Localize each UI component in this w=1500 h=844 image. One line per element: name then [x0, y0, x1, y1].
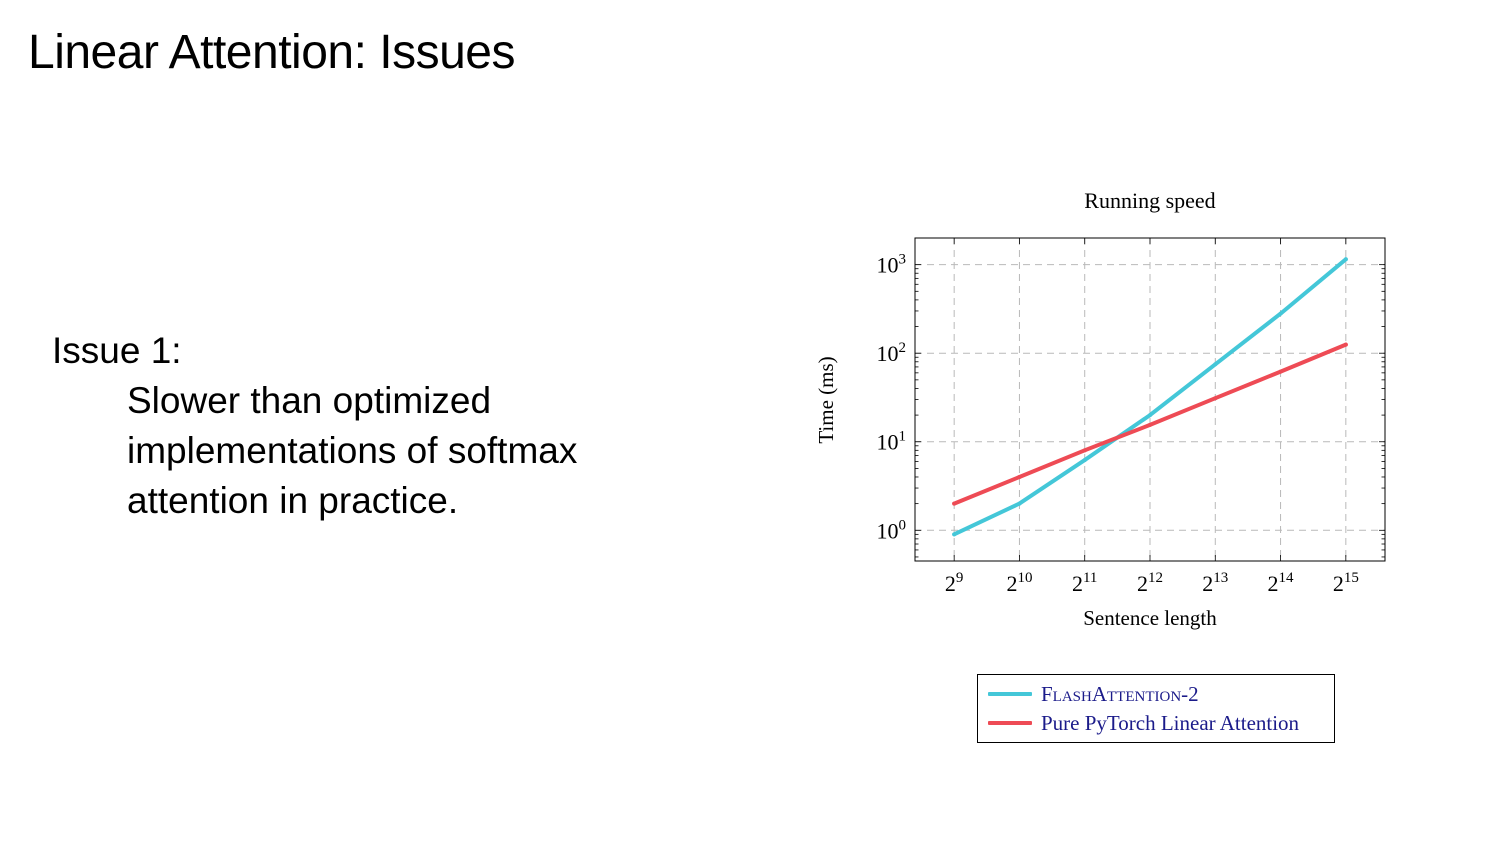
- legend-item-linear: Pure PyTorch Linear Attention: [988, 710, 1299, 736]
- chart-legend: FlashAttention-2 Pure PyTorch Linear Att…: [977, 674, 1335, 743]
- data-point: [952, 532, 957, 537]
- y-axis-label: Time (ms): [814, 356, 838, 443]
- data-point: [1017, 474, 1022, 479]
- plot-frame: [914, 237, 1386, 562]
- x-tick-label: 212: [1137, 570, 1163, 596]
- data-point: [1082, 458, 1087, 463]
- issue-heading: Issue 1:: [52, 330, 182, 371]
- data-point: [1082, 448, 1087, 453]
- issue-line: implementations of softmax: [127, 430, 578, 471]
- data-point: [1343, 342, 1348, 347]
- data-point: [1213, 362, 1218, 367]
- x-tick-label: 211: [1072, 570, 1097, 596]
- data-point: [952, 501, 957, 506]
- issue-line: Slower than optimized: [127, 380, 492, 421]
- legend-label: FlashAttention-2: [1041, 681, 1199, 706]
- data-point: [1343, 257, 1348, 262]
- x-tick-label: 215: [1333, 570, 1359, 596]
- x-tick-label: 213: [1202, 570, 1228, 596]
- data-point: [1148, 422, 1152, 427]
- data-point: [1017, 501, 1022, 506]
- data-point: [1148, 413, 1152, 418]
- chart-title: Running speed: [1084, 188, 1215, 213]
- running-speed-chart: Running speed 29 210 211 212 213 214 215 10010…: [814, 188, 1386, 630]
- y-tick-labels: 100 101 102 103: [877, 252, 907, 544]
- issue-block: Issue 1: Slower than optimized implement…: [52, 326, 687, 526]
- x-tick-label: 210: [1006, 570, 1032, 596]
- slide-title: Linear Attention: Issues: [28, 26, 515, 79]
- x-tick-labels: 29 210 211 212 213 214 215: [945, 570, 1359, 596]
- legend-item-flash: FlashAttention-2: [988, 681, 1199, 707]
- y-tick-label: 102: [877, 340, 907, 366]
- x-tick-label: 214: [1268, 570, 1295, 596]
- issue-line: attention in practice.: [127, 480, 459, 521]
- data-point: [1278, 369, 1283, 374]
- legend-swatch: [988, 692, 1032, 696]
- series-layer: [952, 257, 1348, 537]
- x-tick-label: 29: [945, 570, 964, 596]
- x-axis-label: Sentence length: [1083, 606, 1217, 630]
- minor-ticks: [915, 237, 1385, 561]
- data-point: [1213, 396, 1218, 401]
- y-tick-label: 100: [877, 517, 907, 543]
- y-tick-label: 103: [877, 252, 907, 278]
- y-tick-label: 101: [877, 429, 907, 455]
- issue-body: Slower than optimized implementations of…: [127, 376, 687, 526]
- legend-label: Pure PyTorch Linear Attention: [1041, 710, 1300, 735]
- data-point: [1278, 311, 1283, 316]
- legend-swatch: [988, 721, 1032, 725]
